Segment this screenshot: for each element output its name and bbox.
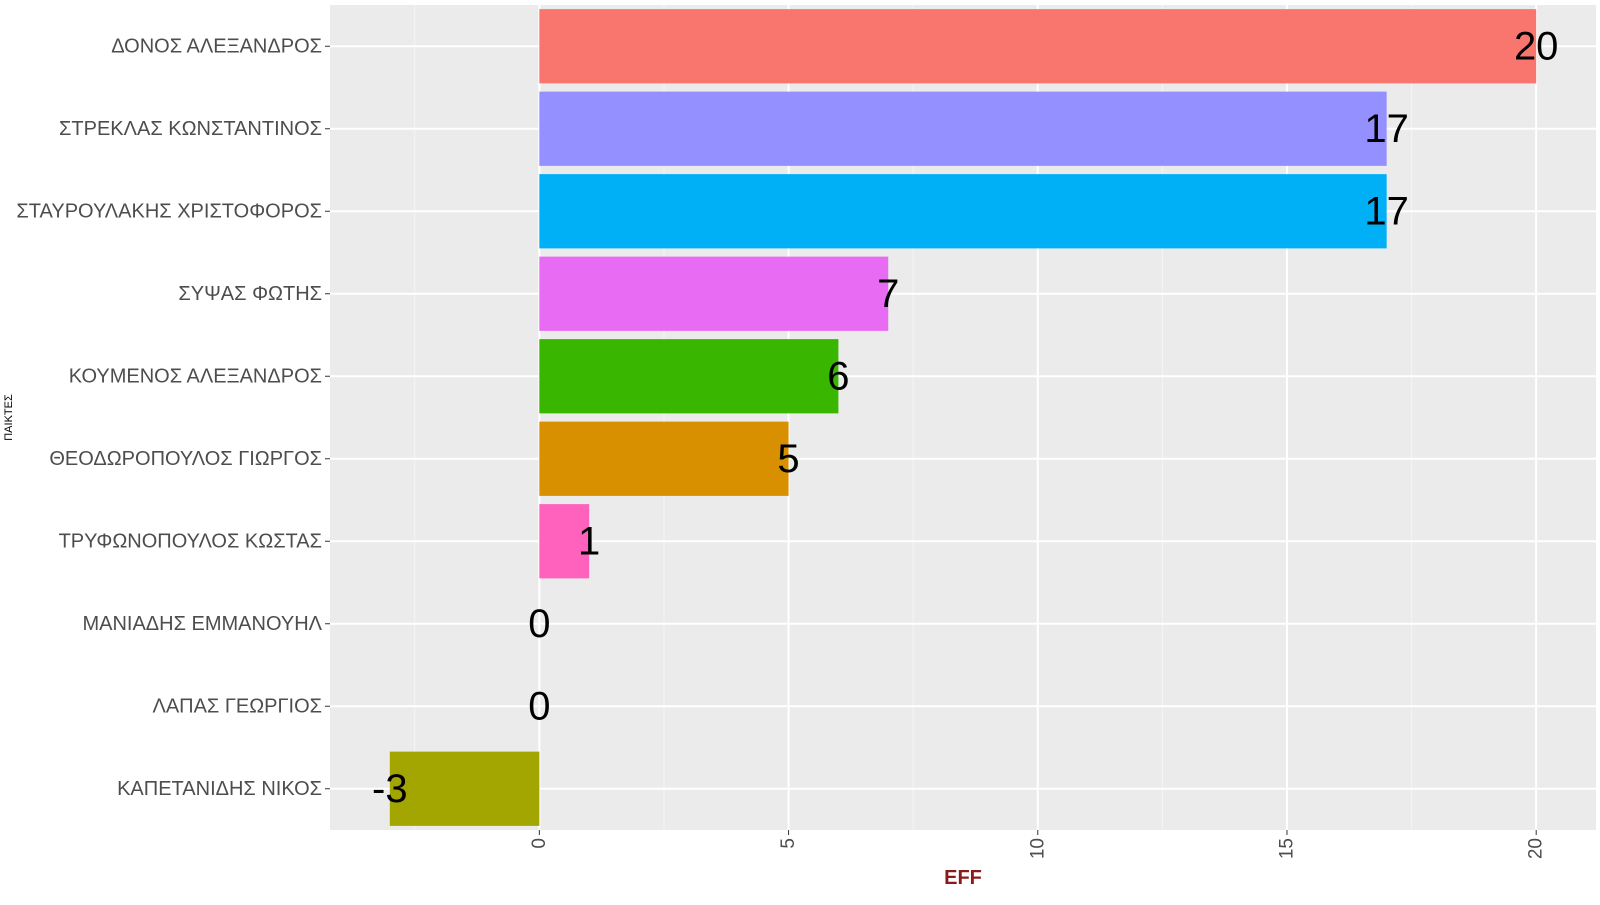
x-tick-label: 5: [778, 838, 799, 849]
category-label: ΔΟΝΟΣ ΑΛΕΞΑΝΔΡΟΣ: [111, 35, 322, 57]
data-label: 6: [827, 354, 849, 398]
category-label: ΤΡΥΦΩΝΟΠΟΥΛΟΣ ΚΩΣΤΑΣ: [59, 530, 322, 552]
category-label: ΣΤΡΕΚΛΑΣ ΚΩΝΣΤΑΝΤΙΝΟΣ: [59, 118, 322, 140]
category-label: ΣΤΑΥΡΟΥΛΑΚΗΣ ΧΡΙΣΤΟΦΟΡΟΣ: [16, 200, 322, 222]
bar: [539, 174, 1387, 249]
x-tick-label: 0: [529, 838, 550, 849]
data-label: 17: [1364, 107, 1409, 151]
data-label: 0: [528, 684, 550, 728]
bar: [539, 9, 1537, 84]
data-label: 5: [777, 437, 799, 481]
bar: [539, 504, 590, 579]
x-tick-label: 10: [1027, 838, 1048, 859]
bar: [539, 421, 789, 496]
category-label: ΣΥΨΑΣ ΦΩΤΗΣ: [178, 283, 322, 305]
category-label: ΛΑΠΑΣ ΓΕΩΡΓΙΟΣ: [152, 695, 322, 717]
data-label: 20: [1514, 24, 1559, 68]
x-tick-label: 20: [1526, 838, 1547, 859]
category-label: ΚΑΠΕΤΑΝΙΔΗΣ ΝΙΚΟΣ: [117, 778, 322, 800]
category-label: ΜΑΝΙΑΔΗΣ ΕΜΜΑΝΟΥΗΛ: [82, 613, 322, 635]
bar: [389, 751, 540, 826]
category-label: ΘΕΟΔΩΡΟΠΟΥΛΟΣ ΓΙΩΡΓΟΣ: [49, 448, 322, 470]
category-label: ΚΟΥΜΕΝΟΣ ΑΛΕΞΑΝΔΡΟΣ: [69, 365, 322, 387]
x-axis-title: EFF: [944, 867, 982, 889]
data-label: -3: [372, 767, 408, 811]
data-label: 0: [528, 602, 550, 646]
bar: [539, 339, 839, 414]
y-axis-title: ΠΑΙΚΤΕΣ: [3, 394, 15, 441]
data-label: 1: [578, 519, 600, 563]
bar: [539, 256, 889, 331]
data-label: 17: [1364, 189, 1409, 233]
data-label: 7: [877, 272, 899, 316]
bar: [539, 91, 1387, 166]
x-tick-label: 15: [1276, 838, 1297, 859]
